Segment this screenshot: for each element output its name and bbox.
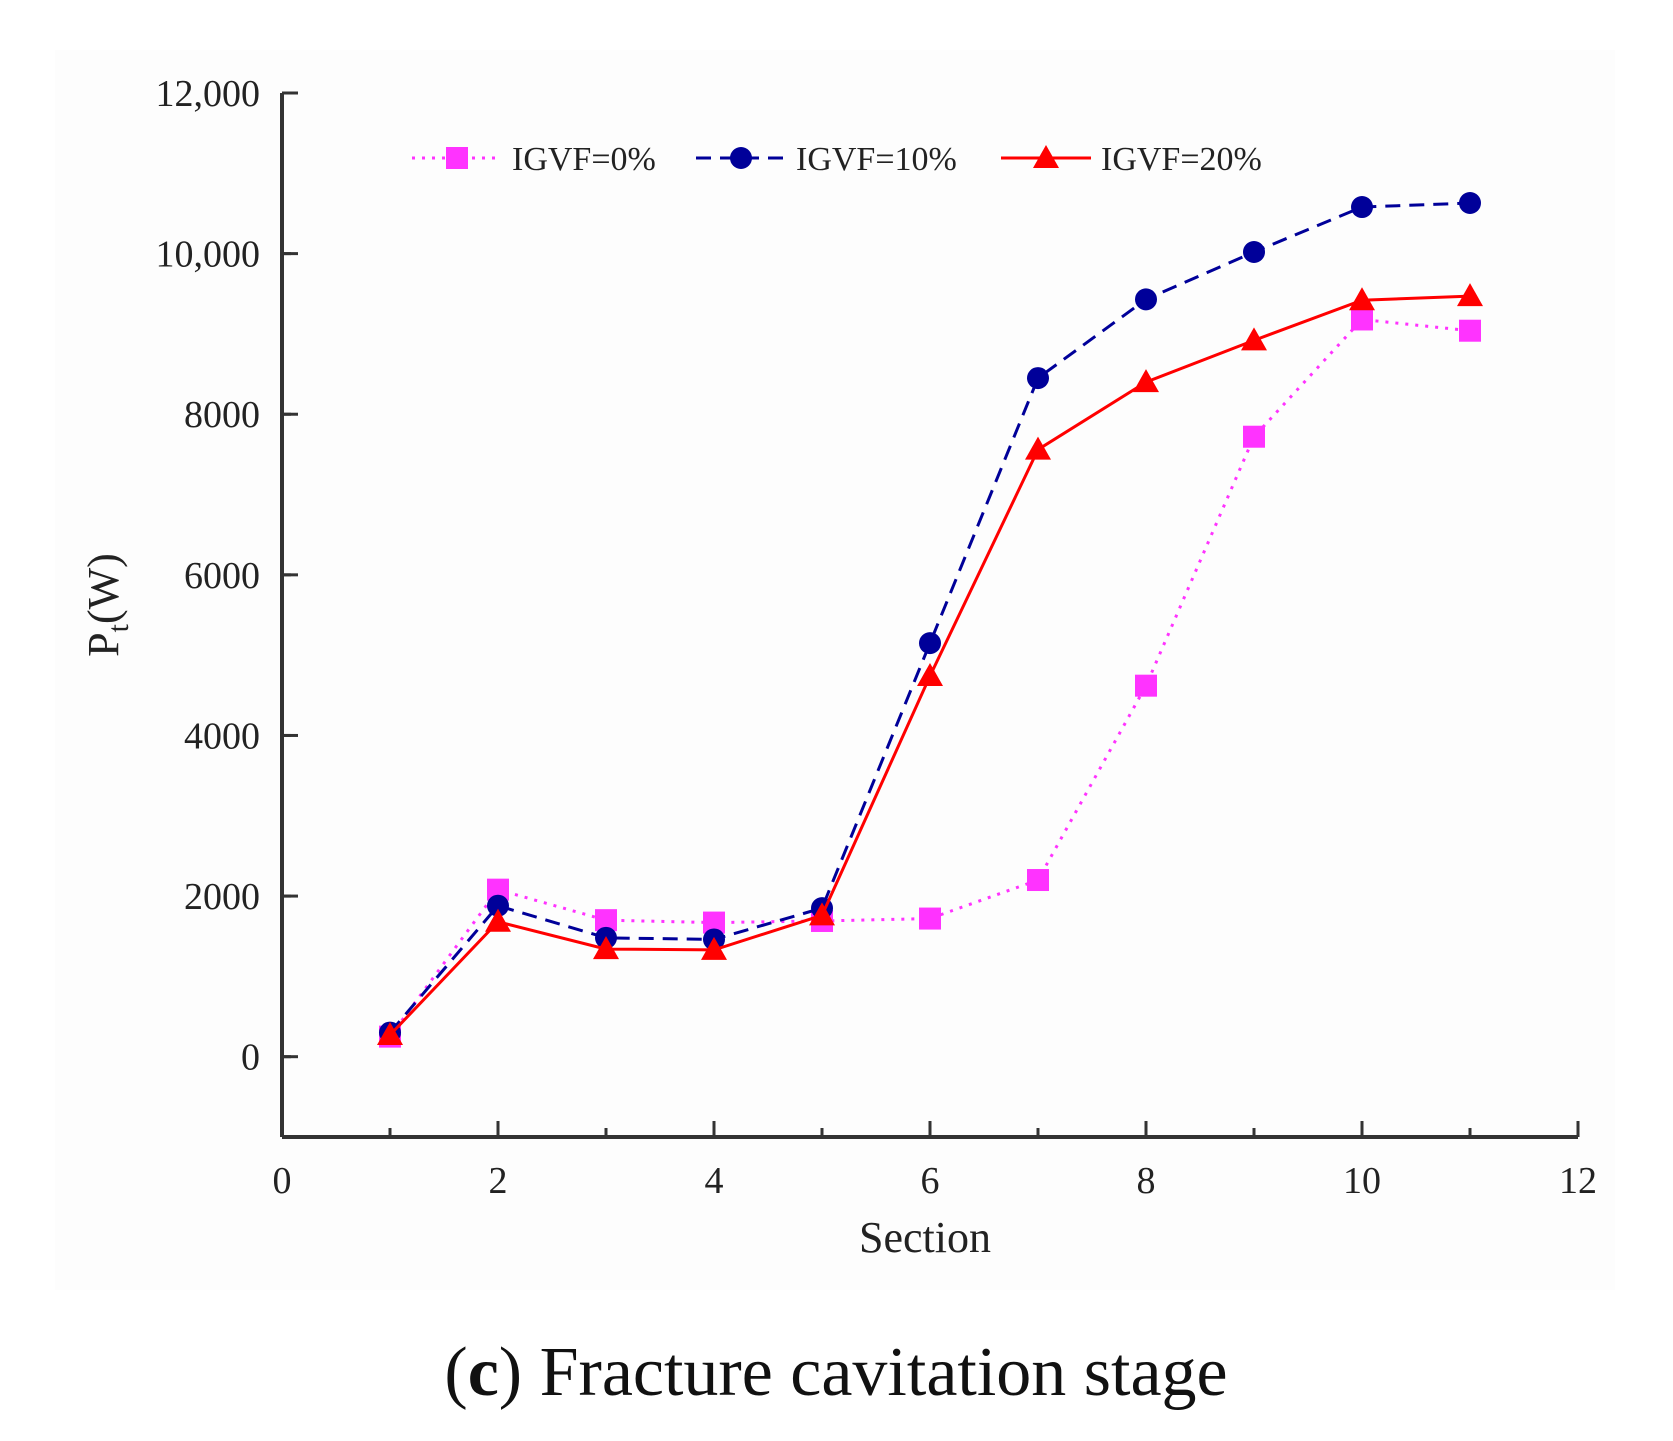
x-tick-label: 6 bbox=[921, 1160, 940, 1202]
y-tick-label: 12,000 bbox=[156, 73, 261, 115]
legend-marker bbox=[730, 147, 752, 169]
y-tick-label: 10,000 bbox=[156, 234, 261, 276]
data-point bbox=[917, 663, 943, 687]
data-point bbox=[701, 936, 727, 960]
y-axis-title: Pt(W) bbox=[79, 553, 135, 657]
data-point bbox=[595, 909, 617, 932]
y-tick-label: 2000 bbox=[184, 876, 260, 918]
data-point bbox=[1457, 283, 1483, 307]
data-point bbox=[1459, 319, 1481, 342]
legend-marker bbox=[1033, 145, 1059, 168]
x-axis-ticks: 0 2 4 6 8 10 12 bbox=[273, 1121, 1597, 1202]
x-tick-label: 2 bbox=[489, 1160, 508, 1202]
y-tick-label: 8000 bbox=[184, 394, 260, 436]
data-point bbox=[919, 632, 941, 655]
data-point bbox=[1135, 674, 1157, 697]
caption-letter: c bbox=[468, 1334, 499, 1411]
data-point bbox=[1243, 425, 1265, 448]
legend-item-3: IGVF=20% bbox=[1001, 141, 1262, 178]
data-point bbox=[487, 894, 509, 917]
data-point bbox=[703, 911, 725, 934]
data-point bbox=[593, 936, 619, 960]
x-tick-label: 8 bbox=[1137, 1160, 1156, 1202]
data-point bbox=[1133, 369, 1159, 393]
data-point bbox=[1351, 196, 1373, 219]
y-tick-label: 0 bbox=[241, 1037, 260, 1079]
caption-open-paren: ( bbox=[444, 1334, 467, 1411]
legend-marker bbox=[446, 147, 468, 169]
y-axis-ticks: 0 2000 4000 6000 8000 10,000 12,000 bbox=[156, 73, 298, 1079]
x-tick-label: 0 bbox=[273, 1160, 292, 1202]
series-layer bbox=[377, 192, 1483, 1048]
series-line bbox=[388, 317, 1471, 1038]
series-line bbox=[388, 201, 1471, 1034]
x-tick-label: 12 bbox=[1559, 1160, 1597, 1202]
plot-panel-background bbox=[55, 50, 1615, 1290]
x-tick-label: 4 bbox=[705, 1160, 724, 1202]
legend-label: IGVF=0% bbox=[512, 141, 656, 178]
legend-label: IGVF=10% bbox=[796, 141, 957, 178]
data-point bbox=[1459, 192, 1481, 215]
data-point bbox=[809, 902, 835, 926]
data-point bbox=[1025, 436, 1051, 460]
data-point bbox=[377, 1022, 403, 1046]
data-point bbox=[1027, 869, 1049, 892]
legend-item-2: IGVF=10% bbox=[696, 141, 957, 178]
legend-label: IGVF=20% bbox=[1101, 141, 1262, 178]
caption-text: ) Fracture cavitation stage bbox=[499, 1334, 1228, 1411]
figure-caption: (c) Fracture cavitation stage bbox=[444, 1334, 1227, 1411]
data-point bbox=[1349, 287, 1375, 311]
y-tick-label: 6000 bbox=[184, 555, 260, 597]
data-point bbox=[1351, 308, 1373, 331]
y-tick-label: 4000 bbox=[184, 715, 260, 757]
x-axis-title: Section bbox=[859, 1213, 991, 1262]
x-tick-label: 10 bbox=[1343, 1160, 1381, 1202]
data-point bbox=[1243, 241, 1265, 264]
legend: IGVF=0% IGVF=10% IGVF=20% bbox=[412, 141, 1262, 178]
data-point bbox=[1241, 327, 1267, 351]
data-point bbox=[487, 878, 509, 901]
data-point bbox=[919, 907, 941, 930]
y-axis-title-subscript: t bbox=[102, 623, 135, 632]
data-point bbox=[485, 908, 511, 932]
y-axis-title-main: P bbox=[79, 632, 128, 656]
legend-item-1: IGVF=0% bbox=[412, 141, 656, 178]
y-axis-title-unit: (W) bbox=[79, 553, 128, 624]
series-3 bbox=[377, 283, 1483, 1046]
data-point bbox=[1027, 367, 1049, 390]
data-point bbox=[1135, 288, 1157, 311]
